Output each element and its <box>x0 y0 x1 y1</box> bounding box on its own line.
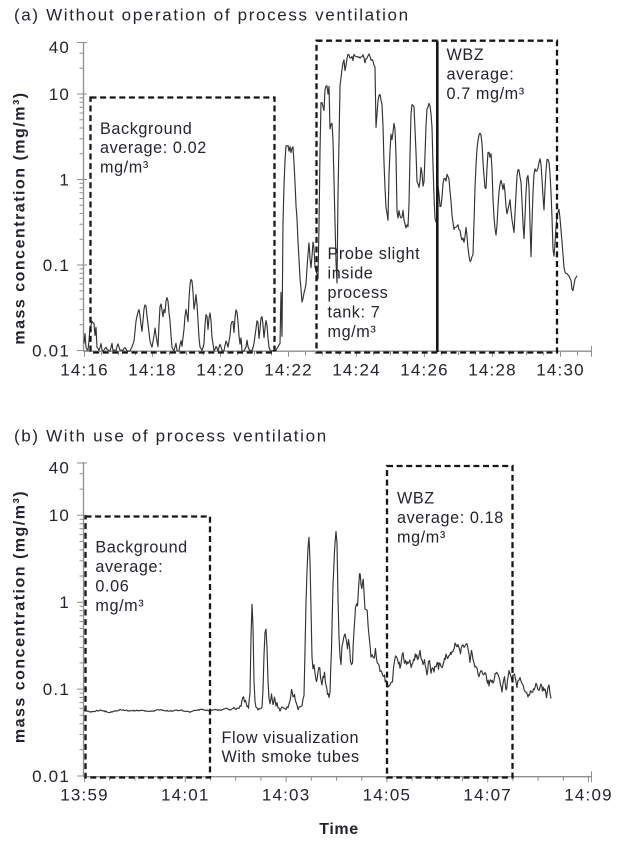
svg-text:mg/m³: mg/m³ <box>397 528 446 546</box>
svg-text:Background: Background <box>95 539 187 557</box>
svg-text:mg/m³: mg/m³ <box>328 323 377 341</box>
svg-text:14:05: 14:05 <box>363 786 412 805</box>
svg-text:14:28: 14:28 <box>468 361 517 380</box>
svg-text:(a) Without operation of proce: (a) Without operation of process ventila… <box>14 6 410 25</box>
svg-text:0.1: 0.1 <box>43 256 70 275</box>
svg-text:1: 1 <box>59 170 70 189</box>
svg-text:40: 40 <box>49 38 70 57</box>
svg-text:process: process <box>328 284 389 302</box>
svg-text:0.01: 0.01 <box>32 767 70 786</box>
svg-text:With smoke tubes: With smoke tubes <box>222 748 360 766</box>
svg-text:average: 0.18: average: 0.18 <box>397 509 504 527</box>
svg-text:WBZ: WBZ <box>397 490 435 508</box>
svg-text:Time: Time <box>319 821 358 838</box>
svg-text:14:07: 14:07 <box>463 786 512 805</box>
svg-text:40: 40 <box>49 459 70 478</box>
svg-text:mass concentration (mg/m³): mass concentration (mg/m³) <box>12 91 29 344</box>
svg-text:14:16: 14:16 <box>60 361 109 380</box>
svg-text:10: 10 <box>49 506 70 525</box>
svg-text:WBZ: WBZ <box>447 46 485 64</box>
svg-text:0.06: 0.06 <box>95 578 129 596</box>
svg-text:average:: average: <box>95 558 163 576</box>
svg-text:14:03: 14:03 <box>262 786 311 805</box>
svg-text:14:26: 14:26 <box>400 361 449 380</box>
svg-text:Flow visualization: Flow visualization <box>222 729 360 747</box>
svg-text:14:09: 14:09 <box>564 786 613 805</box>
svg-text:average:: average: <box>447 65 515 83</box>
svg-text:tank: 7: tank: 7 <box>328 303 381 321</box>
svg-text:0.1: 0.1 <box>43 680 70 699</box>
svg-text:0.01: 0.01 <box>32 341 70 360</box>
svg-text:average: 0.02: average: 0.02 <box>100 139 207 157</box>
svg-text:Probe slight: Probe slight <box>328 245 421 263</box>
svg-text:14:24: 14:24 <box>332 361 381 380</box>
svg-text:(b) With use of process ventil: (b) With use of process ventilation <box>14 427 328 446</box>
svg-text:Background: Background <box>100 120 192 138</box>
svg-text:14:18: 14:18 <box>128 361 177 380</box>
svg-text:mass concentration (mg/m³): mass concentration (mg/m³) <box>12 490 29 743</box>
svg-text:13:59: 13:59 <box>60 786 109 805</box>
svg-text:14:30: 14:30 <box>536 361 585 380</box>
svg-text:14:01: 14:01 <box>161 786 210 805</box>
svg-text:1: 1 <box>59 593 70 612</box>
svg-text:10: 10 <box>49 85 70 104</box>
svg-text:14:22: 14:22 <box>264 361 313 380</box>
svg-text:0.7 mg/m³: 0.7 mg/m³ <box>447 85 525 103</box>
svg-text:inside: inside <box>328 265 374 283</box>
svg-text:mg/m³: mg/m³ <box>95 597 144 615</box>
svg-text:mg/m³: mg/m³ <box>100 159 149 177</box>
svg-text:14:20: 14:20 <box>196 361 245 380</box>
